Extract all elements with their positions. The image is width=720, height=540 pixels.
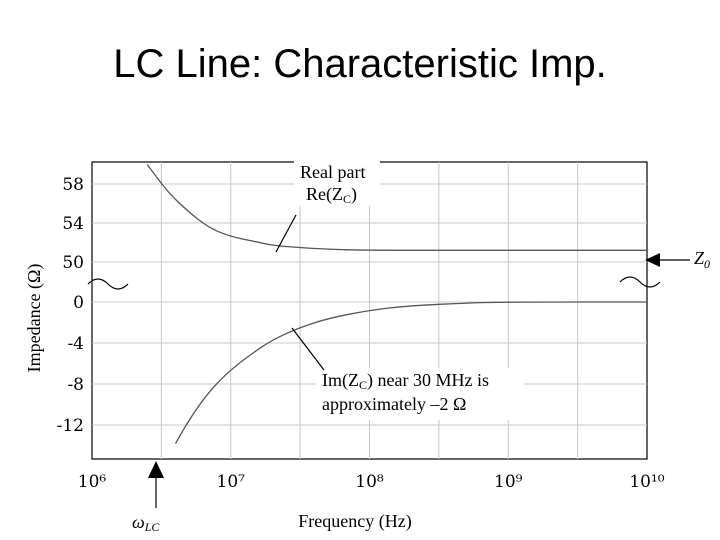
y-tick-label: -4	[67, 334, 84, 354]
x-tick-label: 10⁸	[355, 472, 384, 492]
axis-break-right	[619, 276, 661, 288]
x-tick-label: 10⁹	[494, 472, 523, 492]
omega-lc-label: ωLC	[132, 512, 160, 534]
imag-label-box	[316, 368, 524, 420]
y-tick-label: -12	[57, 416, 84, 436]
real-part-label: Real part	[300, 162, 365, 182]
imag-part-curve	[174, 301, 647, 444]
y-axis-label: Impedance (Ω)	[24, 264, 45, 373]
re-zc-label: Re(ZC)	[306, 184, 357, 206]
slide-title: LC Line: Characteristic Imp.	[113, 42, 607, 86]
z0-label: Z0	[694, 248, 710, 271]
real-part-curve	[146, 164, 647, 251]
approx-label: approximately –2 Ω	[322, 394, 466, 414]
y-tick-label: 50	[62, 253, 84, 273]
real-label-box	[294, 158, 380, 206]
x-tick-label: 10⁷	[217, 472, 246, 492]
x-axis-label: Frequency (Hz)	[298, 511, 411, 532]
y-tick-label: 54	[62, 214, 84, 234]
z0-arrowhead	[645, 253, 660, 267]
y-tick-labels: 58 54 50 0 -4 -8 -12	[57, 175, 84, 436]
data-curves	[146, 164, 647, 444]
x-tick-label: 10⁶	[78, 472, 107, 492]
y-tick-label: 58	[62, 175, 84, 195]
y-tick-label: -8	[67, 375, 84, 395]
x-tick-labels: 10⁶ 10⁷ 10⁸ 10⁹ 10¹⁰	[78, 472, 665, 492]
y-tick-label: 0	[73, 293, 84, 313]
im-zc-label: Im(ZC) near 30 MHz is	[322, 370, 489, 392]
imag-leader-line	[291, 327, 325, 371]
x-tick-label: 10¹⁰	[629, 472, 664, 492]
real-leader-line	[275, 214, 297, 253]
omega-arrowhead	[148, 461, 164, 478]
axis-break-left	[87, 278, 129, 290]
